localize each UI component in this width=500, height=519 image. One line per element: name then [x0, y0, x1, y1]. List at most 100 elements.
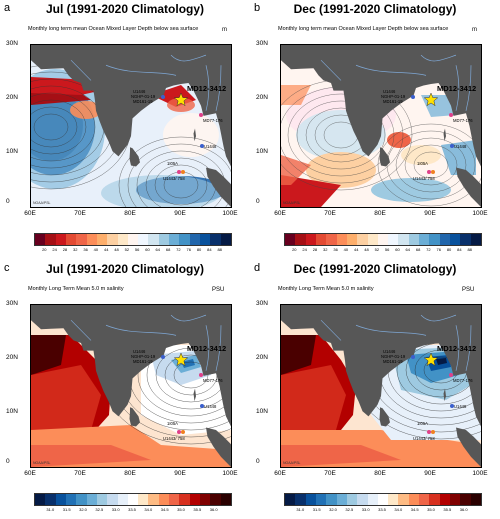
colorbar-tick-label: 80	[446, 247, 452, 252]
colorbar-swatch	[285, 234, 296, 245]
colorbar-tick-label: 44	[353, 247, 359, 252]
colorbar-tick-label: 52	[374, 247, 380, 252]
colorbar-tick-label: 28	[312, 247, 318, 252]
x-tick-label: 90E	[424, 470, 436, 477]
panel-title: Jul (1991-2020 Climatology)	[45, 262, 205, 276]
colorbar-tick-label: 32.0	[329, 507, 337, 512]
colorbar-swatch	[117, 234, 128, 245]
colorbar-swatch	[169, 494, 180, 505]
svg-text:U1446: U1446	[383, 89, 396, 94]
x-tick-label: 100E	[222, 470, 238, 477]
colorbar-swatch	[127, 494, 139, 505]
colorbar-tick-label: 33.0	[361, 507, 370, 512]
colorbar-swatch	[460, 494, 471, 505]
colorbar-tick-label: 33.5	[378, 507, 386, 512]
colorbar-tick-label: 68	[415, 247, 421, 252]
colorbar-swatch	[200, 234, 211, 245]
x-tick-label: 80E	[124, 470, 136, 477]
credit-label: NOAA/PSL	[283, 201, 301, 205]
map-panel-b: b Dec (1991-2020 Climatology) Monthly long…	[250, 0, 500, 259]
colorbar-swatch	[450, 494, 461, 505]
colorbar-swatch	[76, 234, 87, 245]
svg-text:U1446: U1446	[383, 349, 396, 354]
panel-title: Dec (1991-2020 Climatology)	[293, 262, 457, 276]
colorbar-swatch	[305, 494, 316, 505]
land-mass	[281, 305, 481, 467]
y-tick-label: 30N	[256, 40, 268, 47]
y-tick-label: 0	[256, 458, 260, 465]
credit-label: NOAA/PSL	[33, 461, 51, 465]
colorbar-tick-label: 20	[292, 247, 297, 252]
x-tick-label: 80E	[374, 470, 386, 477]
colorbar-swatch	[326, 234, 337, 245]
colorbar-tick-label: 60	[145, 247, 150, 252]
colorbar-swatch	[55, 494, 66, 505]
svg-text:MD77-176: MD77-176	[203, 118, 223, 123]
map-panel-a: a Jul (1991-2020 Climatology) Monthly long…	[0, 0, 250, 259]
land-mass	[31, 45, 231, 207]
colorbar-swatch	[460, 234, 471, 245]
colorbar-swatch	[419, 494, 430, 505]
svg-text:U1446: U1446	[133, 89, 146, 94]
panel-unit: PSU	[212, 287, 225, 293]
colorbar-tick-label: 31.5	[312, 507, 321, 512]
colorbar-swatch	[189, 234, 200, 245]
colorbar-tick-label: 40	[93, 247, 99, 252]
colorbar-tick-label: 34.0	[144, 507, 153, 512]
panel-letter: b	[254, 2, 261, 14]
svg-text:NGHP-01-19: NGHP-01-19	[131, 354, 156, 359]
colorbar-tick-label: 84	[207, 247, 212, 252]
main-site-label: MD12-3412	[187, 84, 226, 93]
svg-text:1I05A: 1I05A	[417, 161, 428, 166]
colorbar-swatch	[450, 234, 461, 245]
colorbar-tick-label: 24	[52, 247, 57, 252]
colorbar-swatch	[388, 234, 399, 245]
core-star-marker	[173, 92, 189, 107]
panel-letter: c	[4, 262, 10, 274]
svg-text:U1443/ 758: U1443/ 758	[163, 176, 185, 181]
colorbar-swatch	[305, 234, 316, 245]
colorbar-tick-label: 24	[302, 247, 307, 252]
x-tick-label: 90E	[174, 470, 186, 477]
credit-label: NOAA/PSL	[33, 201, 51, 205]
y-tick-label: 10N	[6, 408, 18, 415]
x-tick-label: 100E	[222, 210, 238, 217]
svg-text:1I05A: 1I05A	[167, 161, 178, 166]
svg-text:U1448: U1448	[204, 144, 217, 149]
svg-text:MD161-19: MD161-19	[383, 359, 403, 364]
colorbar-swatch	[107, 494, 118, 505]
colorbar-swatch	[408, 494, 420, 505]
colorbar-swatch	[127, 234, 139, 245]
panel-title: Dec (1991-2020 Climatology)	[293, 2, 457, 16]
colorbar-swatch	[295, 494, 306, 505]
svg-text:U1448: U1448	[204, 404, 217, 409]
colorbar-ticks: 20 24 28 32 36 40 44 48 52 56 60 64 68 72 76 80 84 88	[34, 247, 230, 255]
panel-letter: d	[254, 262, 261, 274]
colorbar-swatch	[439, 234, 450, 245]
y-tick-label: 0	[6, 198, 10, 205]
colorbar-tick-label: 36.0	[459, 507, 468, 512]
colorbar-tick-label: 36	[333, 247, 338, 252]
colorbar-swatch	[470, 494, 481, 505]
svg-text:U1446: U1446	[133, 349, 146, 354]
y-tick-label: 30N	[6, 300, 18, 307]
svg-text:NGHP-01-19: NGHP-01-19	[381, 354, 406, 359]
panel-subtitle: Monthly Long Term Mean 5.0 m salinity	[28, 286, 124, 292]
svg-text:NGHP-01-19: NGHP-01-19	[381, 94, 406, 99]
svg-text:U1448: U1448	[454, 404, 467, 409]
colorbar-swatch	[65, 494, 77, 505]
colorbar-tick-label: 31.5	[62, 507, 71, 512]
colorbar-swatch	[45, 494, 56, 505]
colorbar-tick-label: 36	[83, 247, 88, 252]
colorbar-tick-label: 88	[467, 247, 472, 252]
colorbar-tick-label: 64	[155, 247, 161, 252]
main-site-label: MD12-3412	[437, 84, 476, 93]
colorbar-swatch	[35, 494, 46, 505]
colorbar-swatch	[419, 234, 430, 245]
colorbar-swatch	[285, 494, 296, 505]
x-tick-label: 80E	[124, 210, 136, 217]
